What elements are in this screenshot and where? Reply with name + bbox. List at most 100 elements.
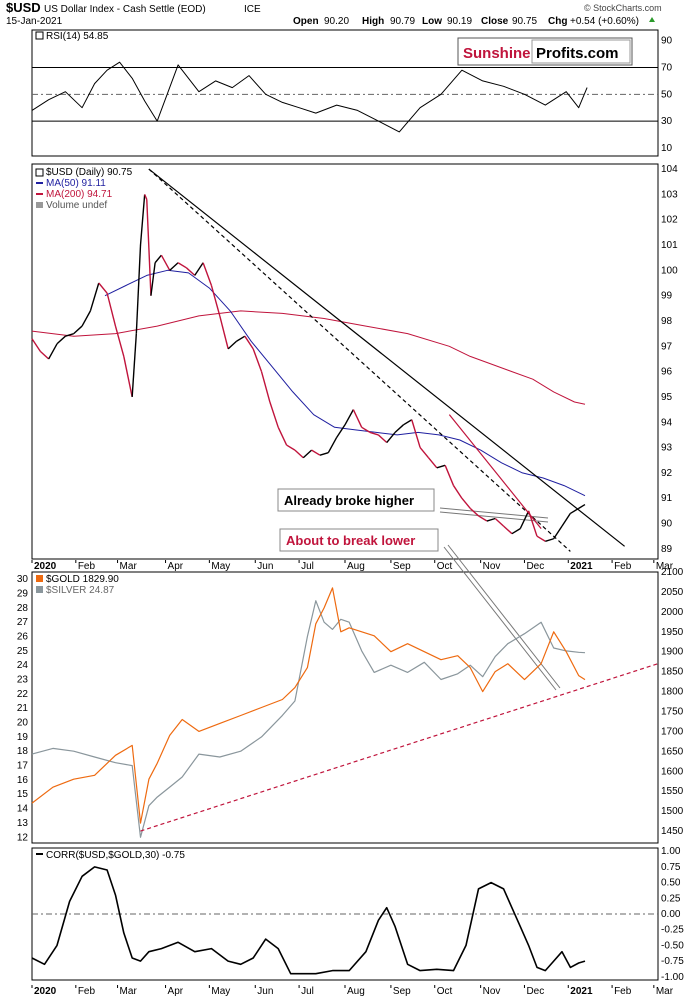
silver-legend-text: $SILVER 24.87 xyxy=(46,585,115,596)
usd-price-segment xyxy=(194,262,204,276)
usd-price-segment xyxy=(154,254,162,264)
usd-price-segment xyxy=(519,510,530,529)
usd-x-tick: Aug xyxy=(347,561,365,572)
header-exchange: ICE xyxy=(244,4,261,15)
usd-price-segment xyxy=(469,507,480,517)
usd-y-tick: 89 xyxy=(661,544,673,555)
usd-y-tick: 102 xyxy=(661,215,678,226)
usd-price-segment xyxy=(39,350,50,360)
silver-y-tick: 14 xyxy=(17,804,29,815)
usd-price-segment xyxy=(386,431,396,443)
gold-y-tick: 1550 xyxy=(661,786,684,797)
usd-legend-ma200: MA(200) 94.71 xyxy=(46,189,113,200)
usd-x-tick: Oct xyxy=(437,561,453,572)
usd-price-segment xyxy=(131,333,138,397)
usd-y-tick: 103 xyxy=(661,189,678,200)
gold-legend-text: $GOLD 1829.90 xyxy=(46,574,119,585)
corr-x-tick: Feb xyxy=(614,986,632,997)
silver-y-tick: 26 xyxy=(17,632,29,643)
usd-price-segment xyxy=(146,199,152,296)
usd-price-segment xyxy=(327,437,338,453)
corr-y-tick: 0.75 xyxy=(661,862,681,873)
usd-price-segment xyxy=(377,434,388,444)
corr-x-tick: 2020 xyxy=(34,986,57,997)
usd-price-segment xyxy=(139,194,146,246)
corr-y-tick: 0.50 xyxy=(661,878,681,889)
usd-price-segment xyxy=(444,465,455,486)
high-value: 90.79 xyxy=(390,16,415,27)
usd-trendline xyxy=(448,414,542,529)
corr-y-tick: -0.50 xyxy=(661,940,684,951)
usd-price-segment xyxy=(545,538,554,542)
corr-y-tick: -1.00 xyxy=(661,972,684,983)
usd-y-tick: 95 xyxy=(661,392,673,403)
gold-line xyxy=(31,587,586,824)
gold-y-tick: 1700 xyxy=(661,726,684,737)
usd-y-tick: 96 xyxy=(661,367,673,378)
usd-price-segment xyxy=(150,262,156,296)
usd-price-segment xyxy=(419,447,430,459)
usd-price-segment xyxy=(553,525,563,540)
corr-x-tick: Feb xyxy=(78,986,96,997)
corr-x-tick: May xyxy=(211,986,230,997)
corr-x-tick: Mar xyxy=(656,986,674,997)
usd-legend-price: $USD (Daily) 90.75 xyxy=(46,167,133,178)
gold-y-tick: 1750 xyxy=(661,706,684,717)
usd-x-tick: Feb xyxy=(78,561,96,572)
rsi-y-tick: 30 xyxy=(661,116,673,127)
silver-y-tick: 25 xyxy=(17,646,29,657)
usd-price-segment xyxy=(144,194,148,200)
corr-y-tick: -0.25 xyxy=(661,925,684,936)
silver-y-tick: 21 xyxy=(17,703,29,714)
corr-y-tick: -0.75 xyxy=(661,956,684,967)
usd-price-segment xyxy=(436,464,446,469)
usd-price-segment xyxy=(319,451,329,456)
gold-y-tick: 1650 xyxy=(661,746,684,757)
gold-y-tick: 1850 xyxy=(661,667,684,678)
usd-price-segment xyxy=(361,426,371,433)
silver-y-tick: 24 xyxy=(17,660,29,671)
callout-broke-higher-text: Already broke higher xyxy=(284,493,414,508)
gold-y-tick: 1450 xyxy=(661,826,684,837)
usd-price-segment xyxy=(123,356,133,398)
gold-support-trendline xyxy=(140,663,659,832)
usd-price-segment xyxy=(252,348,263,372)
usd-price-segment xyxy=(260,371,271,403)
usd-price-segment xyxy=(81,310,92,327)
usd-trendline xyxy=(148,168,571,552)
logo-word-profits: Profits.com xyxy=(536,45,619,62)
usd-y-tick: 94 xyxy=(661,417,673,428)
gold-y-tick: 1600 xyxy=(661,766,684,777)
gold-y-tick: 1800 xyxy=(661,687,684,698)
usd-y-tick: 92 xyxy=(661,468,673,479)
usd-price-segment xyxy=(89,282,100,312)
corr-legend-text: CORR($USD,$GOLD,30) -0.75 xyxy=(46,850,185,861)
header-date: 15-Jan-2021 xyxy=(6,16,63,27)
usd-x-tick: Jul xyxy=(301,561,314,572)
usd-y-tick: 91 xyxy=(661,493,673,504)
corr-x-tick: Jun xyxy=(257,986,273,997)
usd-legend-swatch xyxy=(35,168,44,177)
usd-price-segment xyxy=(202,262,213,286)
usd-price-segment xyxy=(177,262,187,269)
usd-x-tick: Mar xyxy=(656,561,674,572)
usd-price-segment xyxy=(73,325,83,335)
usd-trendline xyxy=(148,168,625,547)
silver-y-tick: 20 xyxy=(17,718,29,729)
usd-y-tick: 104 xyxy=(661,164,678,175)
corr-x-tick: Jul xyxy=(301,986,314,997)
usd-price-segment xyxy=(494,517,505,527)
usd-y-tick: 97 xyxy=(661,341,673,352)
usd-price-segment xyxy=(160,254,171,271)
rsi-y-tick: 70 xyxy=(661,63,673,74)
usd-price-segment xyxy=(269,401,279,428)
silver-y-tick: 12 xyxy=(17,832,29,843)
gold-y-tick: 2100 xyxy=(661,567,684,578)
usd-price-segment xyxy=(277,427,288,446)
low-label: Low xyxy=(422,16,442,27)
usd-x-tick: May xyxy=(211,561,230,572)
usd-price-segment xyxy=(106,292,117,327)
silver-y-tick: 30 xyxy=(17,574,29,585)
corr-x-tick: Oct xyxy=(437,986,453,997)
